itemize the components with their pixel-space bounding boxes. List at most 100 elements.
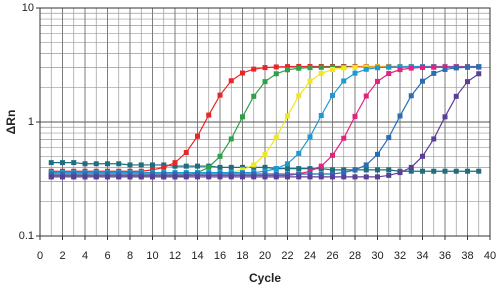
data-point <box>363 93 369 99</box>
data-point <box>262 168 268 174</box>
data-point <box>307 168 313 174</box>
x-tick-label: 22 <box>281 250 293 262</box>
data-point <box>240 114 245 120</box>
data-point <box>397 170 403 176</box>
data-point <box>217 92 223 98</box>
data-point <box>116 171 122 177</box>
x-tick-label: 24 <box>304 250 316 262</box>
data-point <box>273 171 279 177</box>
x-tick-label: 38 <box>461 250 473 262</box>
data-point <box>341 167 347 173</box>
x-tick-label: 14 <box>191 250 203 262</box>
data-point <box>465 64 470 70</box>
data-point <box>465 168 470 174</box>
data-point <box>318 64 324 70</box>
data-point <box>420 153 425 159</box>
data-point <box>183 163 189 169</box>
data-point <box>386 172 392 178</box>
data-point <box>330 174 335 180</box>
data-point <box>330 92 335 98</box>
data-point <box>352 113 358 119</box>
data-point <box>341 174 347 180</box>
data-point <box>431 168 437 174</box>
data-point <box>318 174 324 180</box>
data-point <box>318 70 324 76</box>
data-point <box>341 65 347 71</box>
data-point <box>330 171 335 177</box>
data-point <box>363 174 369 180</box>
data-point <box>420 64 425 70</box>
data-point <box>442 114 448 120</box>
data-point <box>150 171 155 177</box>
data-point <box>476 64 482 70</box>
data-point <box>71 174 77 180</box>
x-tick-label: 26 <box>326 250 338 262</box>
data-point <box>172 171 178 177</box>
data-point <box>228 78 234 84</box>
data-point <box>82 171 88 177</box>
data-point <box>150 174 155 180</box>
data-point <box>183 150 189 156</box>
data-point <box>105 171 110 177</box>
data-point <box>217 174 223 180</box>
data-point <box>442 66 448 72</box>
data-point <box>48 160 54 166</box>
data-point <box>273 71 279 77</box>
data-point <box>138 171 144 177</box>
data-point <box>307 65 313 71</box>
data-point <box>217 164 223 170</box>
data-point <box>453 65 459 71</box>
data-point <box>172 174 178 180</box>
data-point <box>363 167 369 173</box>
data-point <box>431 70 437 76</box>
data-point <box>307 171 313 177</box>
data-point <box>251 171 257 177</box>
data-point <box>318 163 324 169</box>
data-point <box>476 71 482 77</box>
data-point <box>60 160 65 166</box>
data-point <box>285 166 290 172</box>
data-point <box>375 167 380 173</box>
data-point <box>251 66 257 72</box>
data-point <box>307 174 313 180</box>
data-point <box>330 152 335 158</box>
plot-frame <box>39 7 491 237</box>
data-point <box>228 174 234 180</box>
data-point <box>386 64 392 70</box>
data-point <box>48 171 54 177</box>
data-point <box>363 66 369 72</box>
data-point <box>262 174 268 180</box>
y-tick-label: 10 <box>22 2 34 14</box>
data-point <box>240 167 245 173</box>
x-tick-label: 30 <box>371 250 383 262</box>
data-point <box>352 70 358 76</box>
data-point <box>307 134 313 140</box>
data-point <box>431 136 437 142</box>
data-point <box>386 135 392 141</box>
data-point <box>386 167 392 173</box>
data-point <box>296 166 302 172</box>
data-point <box>442 64 448 70</box>
data-point <box>285 67 290 73</box>
data-point <box>363 162 369 168</box>
data-point <box>240 171 245 177</box>
y-tick-label: 0.1 <box>19 230 34 242</box>
data-point <box>307 78 313 84</box>
data-point <box>206 171 212 177</box>
data-point <box>217 171 223 177</box>
data-point <box>228 164 234 170</box>
data-point <box>453 93 459 99</box>
x-tick-label: 20 <box>259 250 271 262</box>
data-point <box>397 113 403 119</box>
data-point <box>341 170 347 176</box>
data-point <box>386 71 392 77</box>
x-axis-label: Cycle <box>249 271 281 285</box>
data-point <box>161 164 167 170</box>
data-point <box>206 164 212 170</box>
data-point <box>251 93 257 99</box>
data-point <box>127 162 133 168</box>
x-tick-label: 2 <box>59 250 65 262</box>
data-point <box>82 174 88 180</box>
data-point <box>273 64 279 70</box>
